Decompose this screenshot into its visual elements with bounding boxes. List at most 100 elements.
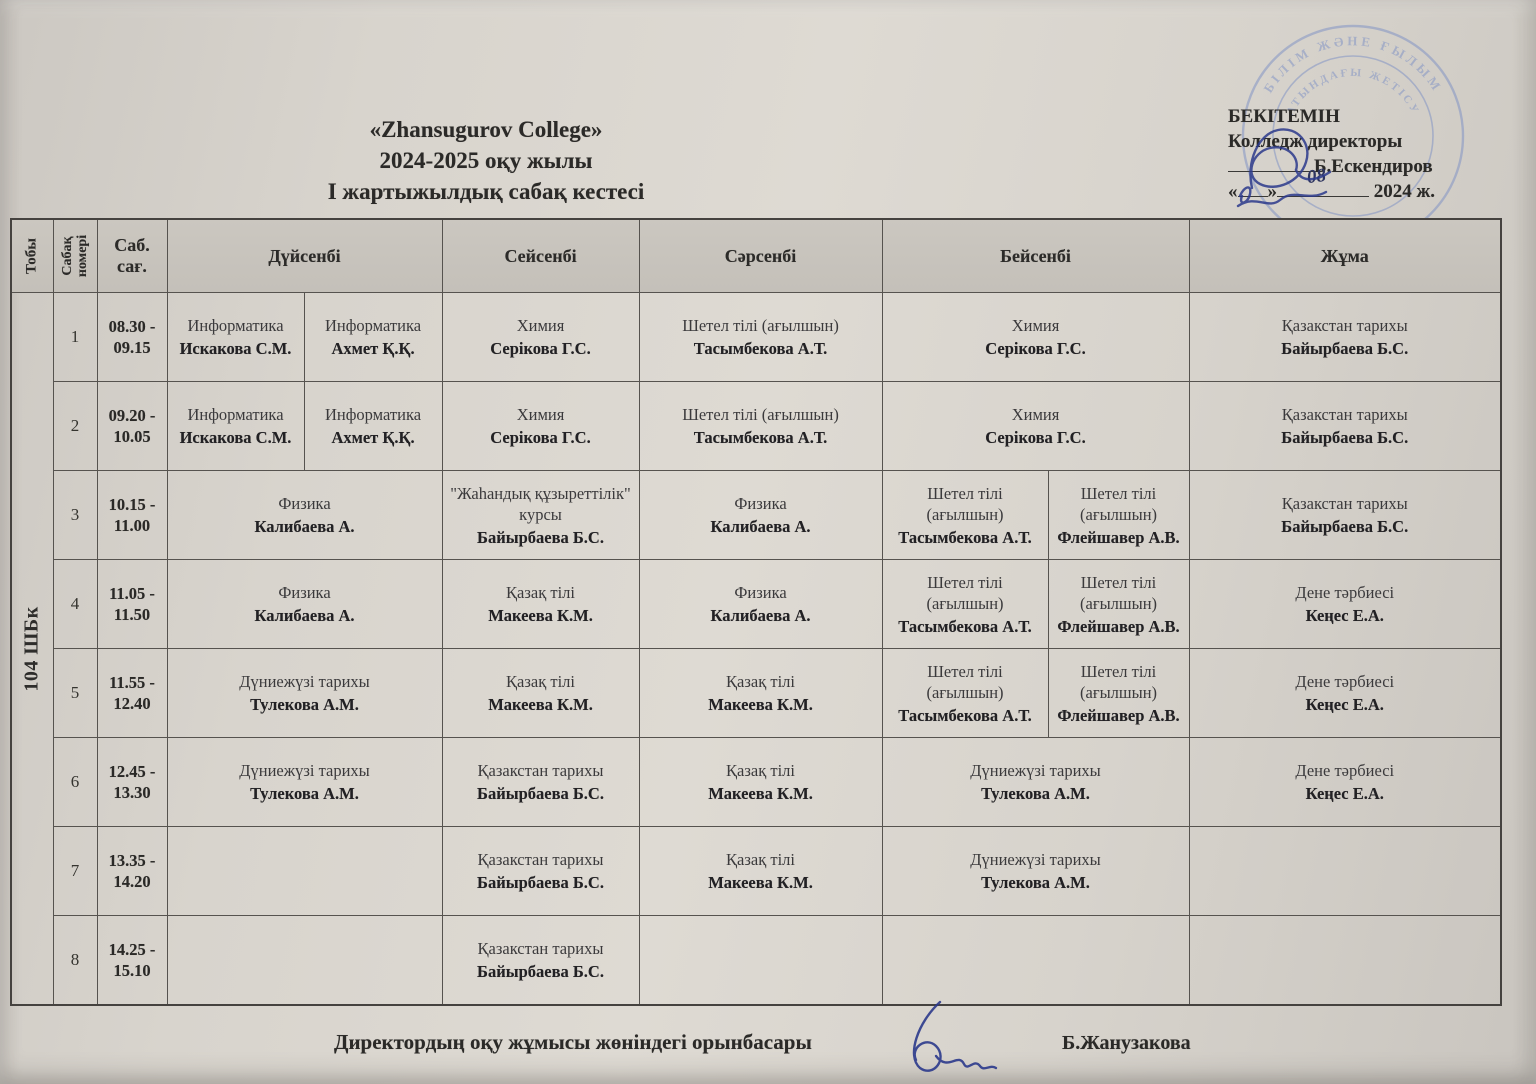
lesson-time: 12.45 - 13.30 [96, 737, 168, 827]
lesson-row-1: 104 ШБк 1 08.30 - 09.15 Информатика Искак… [10, 292, 1502, 1006]
lesson-row-5: 5 11.55 - 12.40 Дүниежүзі тарихы Тулекова… [11, 648, 1502, 738]
cell-r8-mon-empty [166, 915, 443, 1006]
director-signature-line: Б.Ескендиров [1228, 154, 1488, 179]
col-header-time: Саб. сағ. [96, 218, 168, 293]
college-name: «Zhansugurov College» [369, 117, 603, 142]
header-row: Тобы Сабақ номері Саб. сағ. Дүйсенбі Сей… [10, 218, 1502, 293]
lesson-row-6: 6 12.45 - 13.30 Дүниежүзі тарихы Тулекова… [11, 737, 1502, 827]
stamp-arc-outer-text: БІЛІМ ЖӘНЕ ҒЫЛЫМ [1260, 33, 1442, 95]
teacher-label: Байырбаева Б.С. [477, 962, 604, 981]
teacher-label: Тулекова А.М. [250, 695, 359, 714]
subject-label: Қазақ тілі [726, 850, 795, 869]
lesson-row-2: 2 09.20 - 10.05 Информатика Искакова С.М.… [11, 381, 1502, 471]
cell-r1-wed: Шетел тілі (ағылшын) Тасымбекова А.Т. [638, 292, 883, 382]
cell-r2-mon-a: Информатика Искакова С.М. [166, 381, 305, 471]
group-label: 104 ШБк [20, 605, 43, 692]
day-blank [1237, 180, 1268, 197]
cell-r3-tue: "Жаһандық құзыреттілік" курсы Байырбаева … [441, 470, 640, 560]
cell-r4-tue: Қазақ тілі Макеева К.М. [441, 559, 640, 649]
lesson-number: 8 [52, 915, 98, 1006]
subject-label: Химия [516, 405, 565, 424]
cell-r7-wed: Қазақ тілі Макеева К.М. [638, 826, 883, 916]
teacher-label: Калибаева А. [710, 606, 811, 625]
subject-label: Химия [1011, 316, 1060, 335]
close-quote: » [1267, 181, 1278, 202]
col-header-thursday: Бейсенбі [881, 218, 1190, 293]
subject-label: Дене тәрбиесі [1295, 761, 1395, 780]
lesson-row-7: 7 13.35 - 14.20 Қазакстан тарихы Байырбае… [11, 826, 1502, 916]
cell-r2-wed: Шетел тілі (ағылшын) Тасымбекова А.Т. [638, 381, 883, 471]
lesson-row-4: 4 11.05 - 11.50 Физика Калибаева А. Қазақ… [11, 559, 1502, 649]
lesson-number: 7 [52, 826, 98, 916]
lesson-number: 3 [52, 470, 98, 560]
subject-label: Қазакстан тарихы [1281, 405, 1408, 424]
teacher-label: Тасымбекова А.Т. [898, 705, 1032, 725]
teacher-label: Тасымбекова А.Т. [693, 339, 828, 358]
teacher-label: Серікова Г.С. [985, 428, 1086, 447]
lesson-time: 14.25 - 15.10 [96, 915, 168, 1006]
subject-label: Қазақ тілі [726, 672, 795, 691]
subject-label: Шетел тілі (ағылшын) [682, 405, 839, 424]
cell-r8-wed-empty [638, 915, 883, 1006]
cell-r7-tue: Қазакстан тарихы Байырбаева Б.С. [441, 826, 640, 916]
cell-r3-fri: Қазакстан тарихы Байырбаева Б.С. [1188, 470, 1502, 560]
subject-label: "Жаһандық құзыреттілік" курсы [450, 483, 631, 524]
col-header-group-label: Тобы [23, 237, 40, 275]
teacher-label: Калибаева А. [254, 606, 355, 625]
col-header-wednesday: Сәрсенбі [638, 218, 883, 293]
col-header-tuesday: Сейсенбі [441, 218, 640, 293]
cell-r3-thu-b: Шетел тілі (ағылшын) Флейшавер А.В. [1047, 470, 1190, 560]
lesson-time: 11.05 - 11.50 [96, 559, 168, 649]
teacher-label: Байырбаева Б.С. [477, 873, 604, 892]
subject-label: Шетел тілі (ағылшын) [926, 483, 1004, 524]
subject-label: Дүниежүзі тарихы [970, 850, 1101, 869]
subject-label: Дүниежүзі тарихы [239, 672, 370, 691]
teacher-label: Тулекова А.М. [981, 873, 1090, 892]
teacher-label: Тулекова А.М. [981, 784, 1090, 803]
cell-r3-wed: Физика Калибаева А. [638, 470, 883, 560]
lesson-time: 11.55 - 12.40 [96, 648, 168, 738]
teacher-label: Байырбаева Б.С. [477, 527, 604, 547]
subject-label: Химия [516, 316, 565, 335]
col-header-friday: Жұма [1188, 218, 1502, 293]
cell-r5-fri: Дене тәрбиесі Кеңес Е.А. [1188, 648, 1502, 738]
subject-label: Дүниежүзі тарихы [239, 761, 370, 780]
lesson-row-3: 3 10.15 - 11.00 Физика Калибаева А. "Жаһа… [11, 470, 1502, 560]
cell-r7-fri-empty [1188, 826, 1502, 916]
teacher-label: Байырбаева Б.С. [1281, 339, 1409, 358]
lesson-number: 6 [52, 737, 98, 827]
subject-label: Қазақ тілі [726, 761, 795, 780]
handwritten-month: 08 [1305, 164, 1328, 189]
signature-blank [1228, 155, 1314, 172]
teacher-label: Макеева К.М. [708, 784, 813, 803]
col-header-lesson-number: Сабақ номері [52, 218, 98, 293]
lesson-number: 1 [52, 292, 98, 382]
teacher-label: Флейшавер А.В. [1057, 527, 1180, 547]
subject-label: Дүниежүзі тарихы [970, 761, 1101, 780]
subject-label: Шетел тілі (ағылшын) [1080, 661, 1158, 702]
approval-block: БЕКІТЕМІН Колледж директоры Б.Ескендиров… [1228, 104, 1488, 204]
subject-label: Шетел тілі (ағылшын) [682, 316, 839, 335]
cell-r7-mon-empty [166, 826, 443, 916]
teacher-label: Кеңес Е.А. [1305, 695, 1384, 714]
lesson-number: 5 [52, 648, 98, 738]
group-label-cell: 104 ШБк [10, 292, 54, 1006]
cell-r1-fri: Қазакстан тарихы Байырбаева Б.С. [1188, 292, 1502, 382]
teacher-label: Байырбаева Б.С. [1281, 517, 1409, 536]
teacher-label: Ахмет Қ.Қ. [331, 428, 415, 447]
subject-label: Информатика [187, 316, 284, 335]
director-role: Колледж директоры [1228, 131, 1403, 152]
subject-label: Қазакстан тарихы [477, 761, 604, 780]
teacher-label: Калибаева А. [710, 517, 811, 536]
subject-label: Дене тәрбиесі [1295, 672, 1395, 691]
subject-label: Шетел тілі (ағылшын) [1080, 572, 1158, 613]
subject-label: Информатика [324, 316, 422, 335]
subject-label: Шетел тілі (ағылшын) [926, 661, 1004, 702]
col-header-lesson-number-label: Сабақ номері [60, 234, 90, 278]
academic-year: 2024-2025 оқу жылы [379, 148, 593, 173]
cell-r5-thu-a: Шетел тілі (ағылшын) Тасымбекова А.Т. [881, 648, 1049, 738]
subject-label: Физика [278, 494, 331, 513]
schedule-table: Тобы Сабақ номері Саб. сағ. Дүйсенбі Сей… [10, 218, 1503, 1006]
cell-r6-tue: Қазакстан тарихы Байырбаева Б.С. [441, 737, 640, 827]
